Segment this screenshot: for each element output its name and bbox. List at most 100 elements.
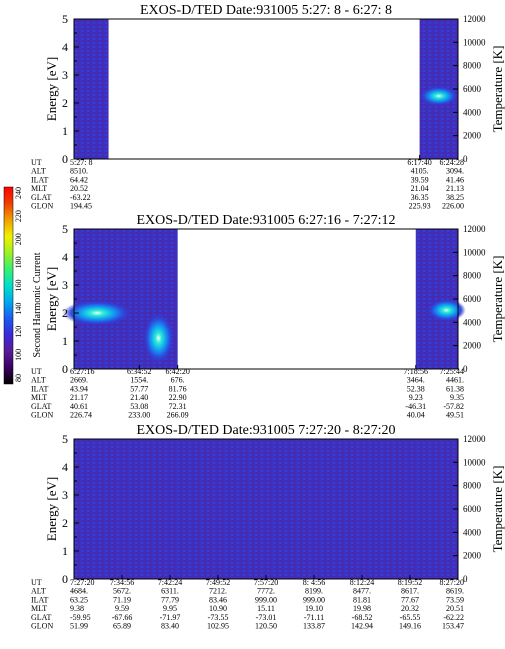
y-tick-label: 5 — [62, 432, 68, 446]
row-label-ut: UT — [31, 367, 42, 376]
info-value: 4461. — [446, 376, 464, 385]
info-value: 20.51 — [446, 604, 464, 613]
info-value: 43.94 — [70, 384, 88, 393]
row-label-alt: ALT — [31, 587, 46, 596]
y2-tick-label: 6000 — [463, 504, 482, 514]
info-value: 4684. — [70, 587, 88, 596]
y2-tick-label: 12000 — [463, 434, 486, 444]
info-value: 102.95 — [207, 622, 229, 631]
info-value: 36.35 — [411, 193, 429, 202]
y2-tick-label: 8000 — [463, 481, 482, 491]
info-value: 999.00 — [255, 595, 277, 604]
panel-2: EXOS-D/TED Date:931005 6:27:16 - 7:27:12… — [31, 213, 505, 420]
colorbar-tick-label: 220 — [14, 210, 23, 222]
info-value: 39.59 — [411, 175, 429, 184]
row-label-alt: ALT — [31, 376, 46, 385]
panel-3: EXOS-D/TED Date:931005 7:27:20 - 8:27:20… — [31, 423, 505, 631]
y-tick-label: 3 — [62, 488, 68, 502]
data-segment — [74, 439, 458, 579]
y2-tick-label: 8000 — [463, 61, 482, 71]
colorbar: 80 100 120 140 160 180 200 220 240 Second Harmoni… — [3, 186, 43, 385]
y-tick-label: 4 — [62, 250, 68, 264]
info-value: 233.00 — [128, 411, 150, 420]
info-value: 41.46 — [446, 175, 464, 184]
intensity-region — [62, 300, 132, 326]
info-value: 2669. — [70, 376, 88, 385]
info-value: 81.76 — [169, 384, 187, 393]
info-value: 3464. — [407, 376, 425, 385]
y-tick-label: 5 — [62, 12, 68, 26]
y2-tick-label: 12000 — [463, 14, 486, 24]
intensity-region — [427, 299, 466, 322]
y-axis-label: Energy [eV] — [44, 57, 59, 121]
info-value: 8617. — [401, 587, 419, 596]
row-label-glon: GLON — [31, 202, 53, 211]
row-label-glon: GLON — [31, 622, 53, 631]
info-value: -68.52 — [352, 613, 373, 622]
y2-axis-label: Temperature [K] — [490, 256, 505, 343]
data-segment — [415, 229, 458, 369]
info-value: 49.51 — [446, 411, 464, 420]
info-value: 10.90 — [209, 604, 227, 613]
info-value: 8619. — [446, 587, 464, 596]
y2-tick-label: 12000 — [463, 224, 486, 234]
y-tick-label: 2 — [62, 306, 68, 320]
data-segment — [74, 19, 109, 159]
info-value: 53.08 — [130, 402, 148, 411]
info-value: 266.09 — [167, 411, 189, 420]
info-value: 9.35 — [450, 393, 464, 402]
y2-axis-label: Temperature [K] — [490, 466, 505, 553]
y2-tick-label: 0 — [463, 574, 468, 584]
info-value: 4105. — [411, 167, 429, 176]
y-axis-label: Energy [eV] — [44, 267, 59, 331]
info-value: 83.40 — [161, 622, 179, 631]
info-value: 7:49:52 — [206, 578, 230, 587]
y-tick-label: 0 — [62, 362, 68, 376]
info-value: -65.55 — [400, 613, 421, 622]
info-value: -71.11 — [304, 613, 324, 622]
info-value: 7212. — [209, 587, 227, 596]
info-value: -63.22 — [70, 193, 91, 202]
colorbar-tick-label: 80 — [14, 374, 23, 382]
row-label-ut: UT — [31, 158, 42, 167]
info-value: 8:27:20 — [440, 578, 464, 587]
y-tick-label: 2 — [62, 516, 68, 530]
info-value: 5:27: 8 — [70, 158, 92, 167]
colorbar-tick-label: 100 — [14, 349, 23, 361]
y-tick-label: 2 — [62, 96, 68, 110]
info-value: 64.42 — [70, 175, 88, 184]
y2-tick-label: 10000 — [463, 457, 486, 467]
info-value: 7:42:24 — [158, 578, 182, 587]
info-value: -73.55 — [208, 613, 229, 622]
info-value: 3094. — [446, 167, 464, 176]
y2-tick-label: 0 — [463, 154, 468, 164]
colorbar-tick-label: 240 — [14, 187, 23, 199]
info-value: 21.40 — [130, 393, 148, 402]
intensity-region — [419, 86, 458, 106]
info-value: 8:12:24 — [350, 578, 374, 587]
info-value: 81.81 — [353, 595, 371, 604]
info-value: 226.00 — [442, 202, 464, 211]
info-value: 21.13 — [446, 184, 464, 193]
info-value: 9.59 — [115, 604, 129, 613]
info-value: 21.04 — [411, 184, 429, 193]
info-value: 7:57:20 — [254, 578, 278, 587]
info-value: 51.99 — [70, 622, 88, 631]
info-value: 7:27:20 — [70, 578, 94, 587]
info-value: 149.16 — [399, 622, 421, 631]
info-value: 7:18:56 — [404, 367, 428, 376]
info-value: 40.04 — [407, 411, 425, 420]
info-value: 6311. — [161, 587, 179, 596]
row-label-glat: GLAT — [31, 193, 52, 202]
info-value: 8510. — [70, 167, 88, 176]
info-value: 6:34:52 — [127, 367, 151, 376]
info-value: 65.89 — [113, 622, 131, 631]
colorbar-tick-label: 180 — [14, 256, 23, 268]
info-value: 7:25:44 — [440, 367, 464, 376]
info-value: 142.94 — [351, 622, 373, 631]
info-value: 5672. — [113, 587, 131, 596]
info-value: 8:19:52 — [398, 578, 422, 587]
y2-axis-label: Temperature [K] — [490, 46, 505, 133]
info-value: 71.19 — [113, 595, 131, 604]
row-label-mlt: MLT — [31, 393, 47, 402]
